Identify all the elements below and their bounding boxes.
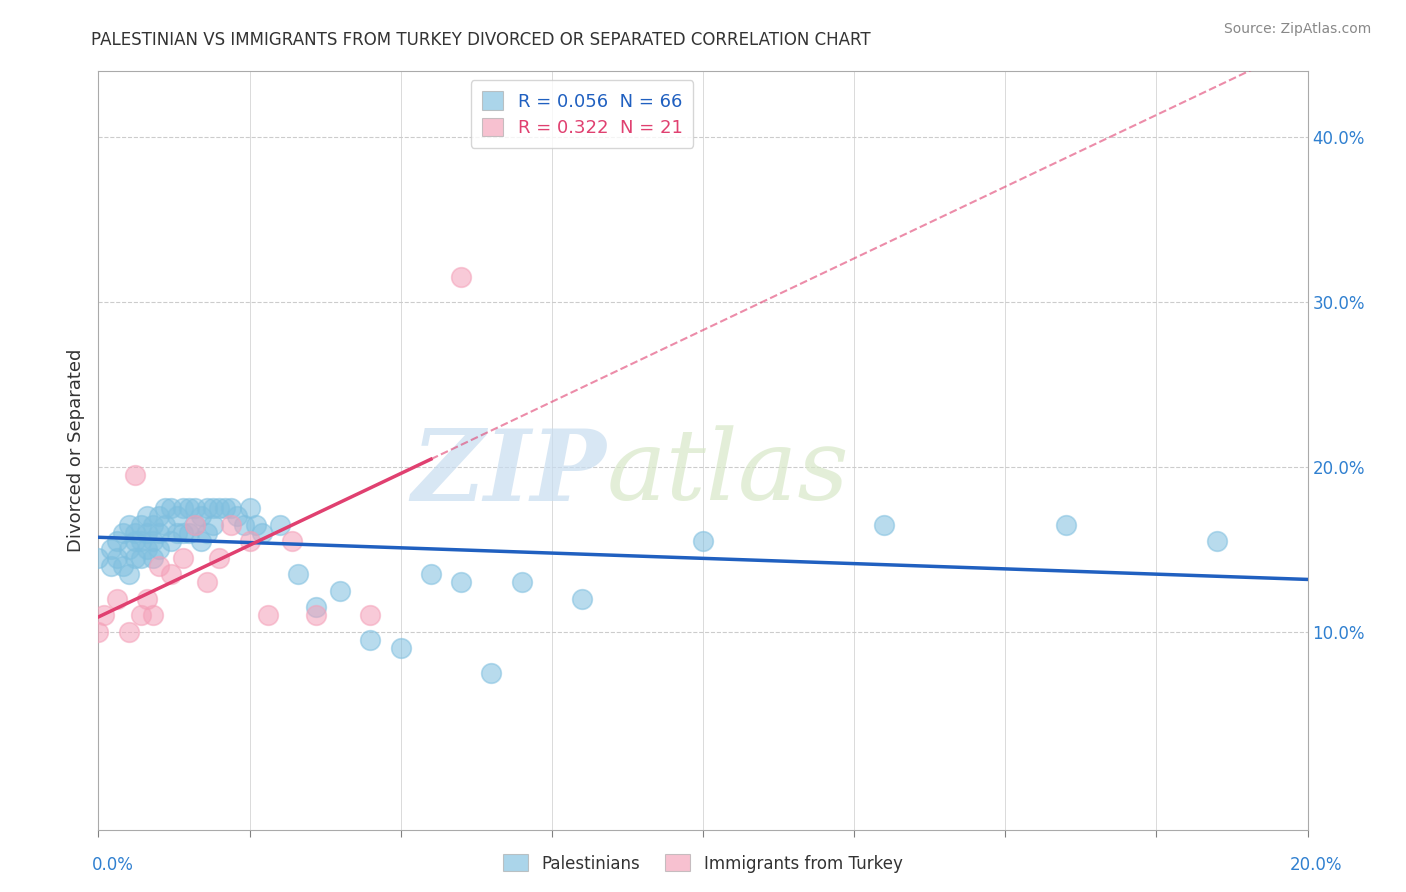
Point <box>153 517 176 532</box>
Point <box>160 534 183 549</box>
Point <box>87 550 110 565</box>
Point <box>226 509 249 524</box>
Text: 0.0%: 0.0% <box>91 855 134 873</box>
Point <box>93 608 115 623</box>
Point <box>184 517 207 532</box>
Point <box>360 633 382 648</box>
Point <box>118 517 141 532</box>
Point <box>571 591 593 606</box>
Text: atlas: atlas <box>606 425 849 521</box>
Point <box>153 501 176 516</box>
Point <box>329 583 352 598</box>
Point <box>239 501 262 516</box>
Point <box>135 525 157 540</box>
Point <box>148 558 170 573</box>
Text: 20.0%: 20.0% <box>1291 855 1343 873</box>
Point <box>450 575 472 590</box>
Point <box>195 575 218 590</box>
Point <box>142 608 165 623</box>
Point <box>184 517 207 532</box>
Point <box>305 608 328 623</box>
Point <box>873 517 896 532</box>
Point <box>100 558 122 573</box>
Point <box>129 608 152 623</box>
Point <box>124 525 146 540</box>
Point <box>105 534 128 549</box>
Point <box>172 501 194 516</box>
Legend: R = 0.056  N = 66, R = 0.322  N = 21: R = 0.056 N = 66, R = 0.322 N = 21 <box>471 80 693 148</box>
Point <box>166 509 188 524</box>
Point <box>208 550 231 565</box>
Point <box>221 517 243 532</box>
Point <box>129 534 152 549</box>
Point <box>172 550 194 565</box>
Point <box>100 542 122 557</box>
Point <box>221 501 243 516</box>
Point <box>118 567 141 582</box>
Point <box>232 517 254 532</box>
Point <box>142 517 165 532</box>
Point <box>135 542 157 557</box>
Point <box>305 600 328 615</box>
Point <box>166 525 188 540</box>
Point <box>360 608 382 623</box>
Point <box>87 624 110 639</box>
Point <box>172 525 194 540</box>
Point <box>142 534 165 549</box>
Point <box>160 501 183 516</box>
Point <box>1206 534 1229 549</box>
Point <box>160 567 183 582</box>
Point <box>420 567 443 582</box>
Point <box>184 501 207 516</box>
Point <box>105 550 128 565</box>
Point <box>190 509 212 524</box>
Point <box>148 542 170 557</box>
Point <box>250 525 273 540</box>
Legend: Palestinians, Immigrants from Turkey: Palestinians, Immigrants from Turkey <box>496 847 910 880</box>
Point <box>135 509 157 524</box>
Point <box>148 509 170 524</box>
Point <box>256 608 278 623</box>
Point <box>105 591 128 606</box>
Point <box>692 534 714 549</box>
Point <box>281 534 304 549</box>
Point <box>214 501 236 516</box>
Text: Source: ZipAtlas.com: Source: ZipAtlas.com <box>1223 22 1371 37</box>
Point <box>202 501 225 516</box>
Point <box>124 468 146 483</box>
Point <box>118 542 141 557</box>
Point <box>129 517 152 532</box>
Point <box>195 501 218 516</box>
Text: PALESTINIAN VS IMMIGRANTS FROM TURKEY DIVORCED OR SEPARATED CORRELATION CHART: PALESTINIAN VS IMMIGRANTS FROM TURKEY DI… <box>91 31 870 49</box>
Point <box>124 534 146 549</box>
Point <box>1054 517 1077 532</box>
Point <box>269 517 291 532</box>
Point <box>142 550 165 565</box>
Point <box>239 534 262 549</box>
Point <box>389 641 412 656</box>
Point <box>510 575 533 590</box>
Point <box>124 550 146 565</box>
Point <box>129 550 152 565</box>
Point <box>179 501 201 516</box>
Point <box>118 624 141 639</box>
Point <box>202 517 225 532</box>
Point <box>245 517 267 532</box>
Point <box>111 525 134 540</box>
Point <box>208 501 231 516</box>
Point <box>195 525 218 540</box>
Point <box>179 525 201 540</box>
Point <box>481 665 503 680</box>
Point <box>450 270 472 285</box>
Point <box>287 567 309 582</box>
Point <box>135 591 157 606</box>
Y-axis label: Divorced or Separated: Divorced or Separated <box>66 349 84 552</box>
Point <box>190 534 212 549</box>
Text: ZIP: ZIP <box>412 425 606 522</box>
Point <box>148 525 170 540</box>
Point <box>111 558 134 573</box>
